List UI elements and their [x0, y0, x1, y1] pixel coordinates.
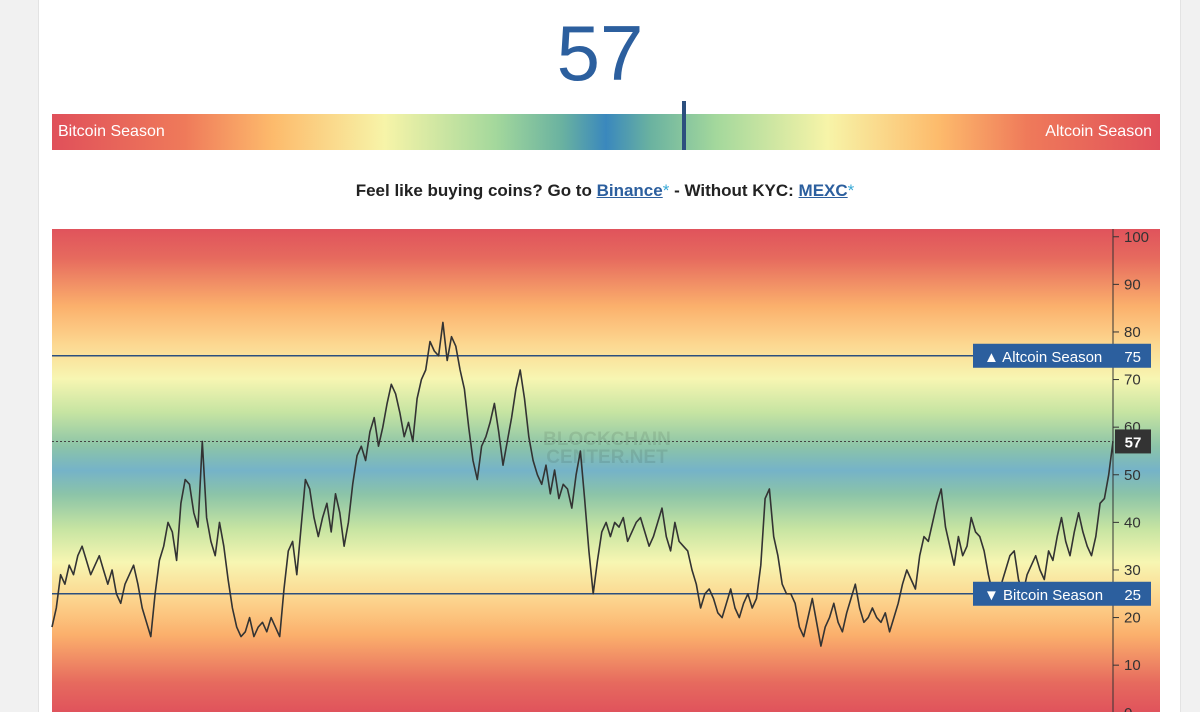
threshold-label-text-1: ▼ Bitcoin Season: [984, 587, 1103, 604]
promo-line: Feel like buying coins? Go to Binance* -…: [0, 181, 1200, 201]
promo-text-middle: - Without KYC:: [669, 181, 799, 200]
watermark-line-2: CENTER.NET: [546, 447, 668, 468]
current-value-label-bg: [1115, 429, 1151, 454]
threshold-label-text-0: ▲ Altcoin Season: [984, 349, 1102, 366]
current-value-label: 57: [1115, 429, 1151, 454]
watermark-line-1: BLOCKCHAIN: [543, 429, 671, 450]
y-tick-label-3: 30: [1124, 562, 1141, 579]
current-index-value: 57: [556, 9, 644, 97]
y-tick-label-0: 0: [1124, 705, 1132, 712]
y-axis: 0102030405060708090100: [1112, 229, 1149, 712]
series-line-0: [51, 321, 1114, 647]
current-value-label-text: 57: [1125, 434, 1142, 451]
season-gradient-bar: Bitcoin Season Altcoin Season: [52, 114, 1160, 150]
threshold-labels: ▲ Altcoin Season 75 ▼ Bitcoin Season 25 57: [973, 343, 1151, 606]
y-tick-label-8: 80: [1124, 324, 1141, 341]
y-tick-label-5: 50: [1124, 467, 1141, 484]
bar-label-bitcoin-season: Bitcoin Season: [58, 123, 165, 140]
threshold-label-value-0: 75: [1124, 349, 1141, 366]
y-tick-label-2: 20: [1124, 610, 1141, 627]
threshold-label-value-1: 25: [1124, 587, 1141, 604]
chart-background: [52, 229, 1160, 712]
threshold-label-bg-0: [973, 343, 1151, 368]
threshold-label-bg-1: [973, 581, 1151, 606]
watermark: BLOCKCHAIN CENTER.NET: [543, 429, 671, 468]
binance-link[interactable]: Binance: [596, 181, 663, 200]
binance-asterisk: *: [662, 181, 670, 200]
mexc-link[interactable]: MEXC: [798, 181, 848, 200]
season-bar-marker: [681, 101, 686, 150]
y-tick-label-9: 90: [1124, 276, 1141, 293]
bar-label-altcoin-season: Altcoin Season: [1045, 123, 1152, 140]
threshold-label-0: ▲ Altcoin Season 75: [973, 343, 1151, 368]
y-tick-label-10: 100: [1124, 229, 1149, 246]
promo-text-before: Feel like buying coins? Go to: [355, 181, 597, 200]
threshold-lines: [52, 355, 1113, 595]
mexc-asterisk: *: [847, 181, 855, 200]
series-layer: [51, 321, 1114, 647]
y-tick-label-7: 70: [1124, 372, 1141, 389]
threshold-label-1: ▼ Bitcoin Season 25: [973, 581, 1151, 606]
y-tick-label-1: 10: [1124, 657, 1141, 674]
y-tick-label-4: 40: [1124, 514, 1141, 531]
